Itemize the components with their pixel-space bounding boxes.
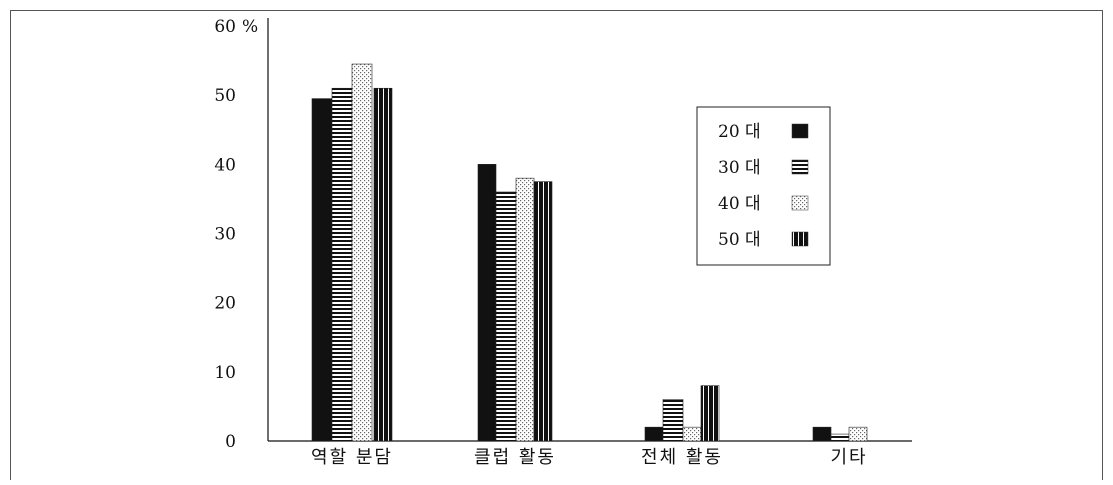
bar	[830, 433, 850, 442]
y-tick-label: 10	[214, 363, 236, 383]
legend-swatch	[791, 231, 809, 247]
legend-swatch	[791, 123, 809, 139]
y-tick-label: 20	[214, 294, 236, 314]
bar	[812, 426, 832, 442]
bar	[533, 181, 553, 442]
legend-box	[696, 106, 831, 266]
legend-swatch	[791, 159, 809, 175]
bar	[331, 87, 353, 442]
legend-label: 30 대	[718, 158, 761, 178]
bar	[848, 426, 868, 442]
x-category-label: 역할 분담	[311, 447, 393, 468]
bar	[477, 164, 497, 442]
y-tick-label: 0	[225, 432, 236, 452]
y-tick-label: 60	[214, 17, 236, 37]
legend: 20 대 30 대 40 대 50 대	[696, 106, 831, 266]
bar	[515, 177, 535, 442]
bar	[351, 63, 373, 442]
bar	[495, 191, 517, 442]
y-tick-label: 50	[214, 86, 236, 106]
y-tick-label: 40	[214, 155, 236, 175]
x-category-label: 기타	[830, 447, 867, 468]
legend-label: 50 대	[718, 230, 761, 250]
chart-frame	[10, 10, 1103, 480]
legend-label: 20 대	[718, 122, 761, 142]
y-tick-label: 30	[214, 225, 236, 245]
x-category-label: 전체 활동	[641, 447, 723, 468]
bar	[373, 87, 393, 442]
y-axis: 0 10 20 30 40 50 60%	[214, 17, 269, 452]
bar	[662, 399, 684, 442]
legend-swatch	[791, 195, 809, 211]
legend-label: 40 대	[718, 194, 761, 214]
x-axis: 역할 분담 클럽 활동 전체 활동 기타	[268, 440, 912, 468]
bar	[682, 426, 702, 442]
x-category-label: 클럽 활동	[474, 447, 556, 468]
y-unit-label: %	[242, 17, 258, 37]
bar	[311, 98, 333, 442]
bar	[700, 385, 720, 442]
bars	[311, 63, 868, 442]
bar	[644, 426, 664, 442]
